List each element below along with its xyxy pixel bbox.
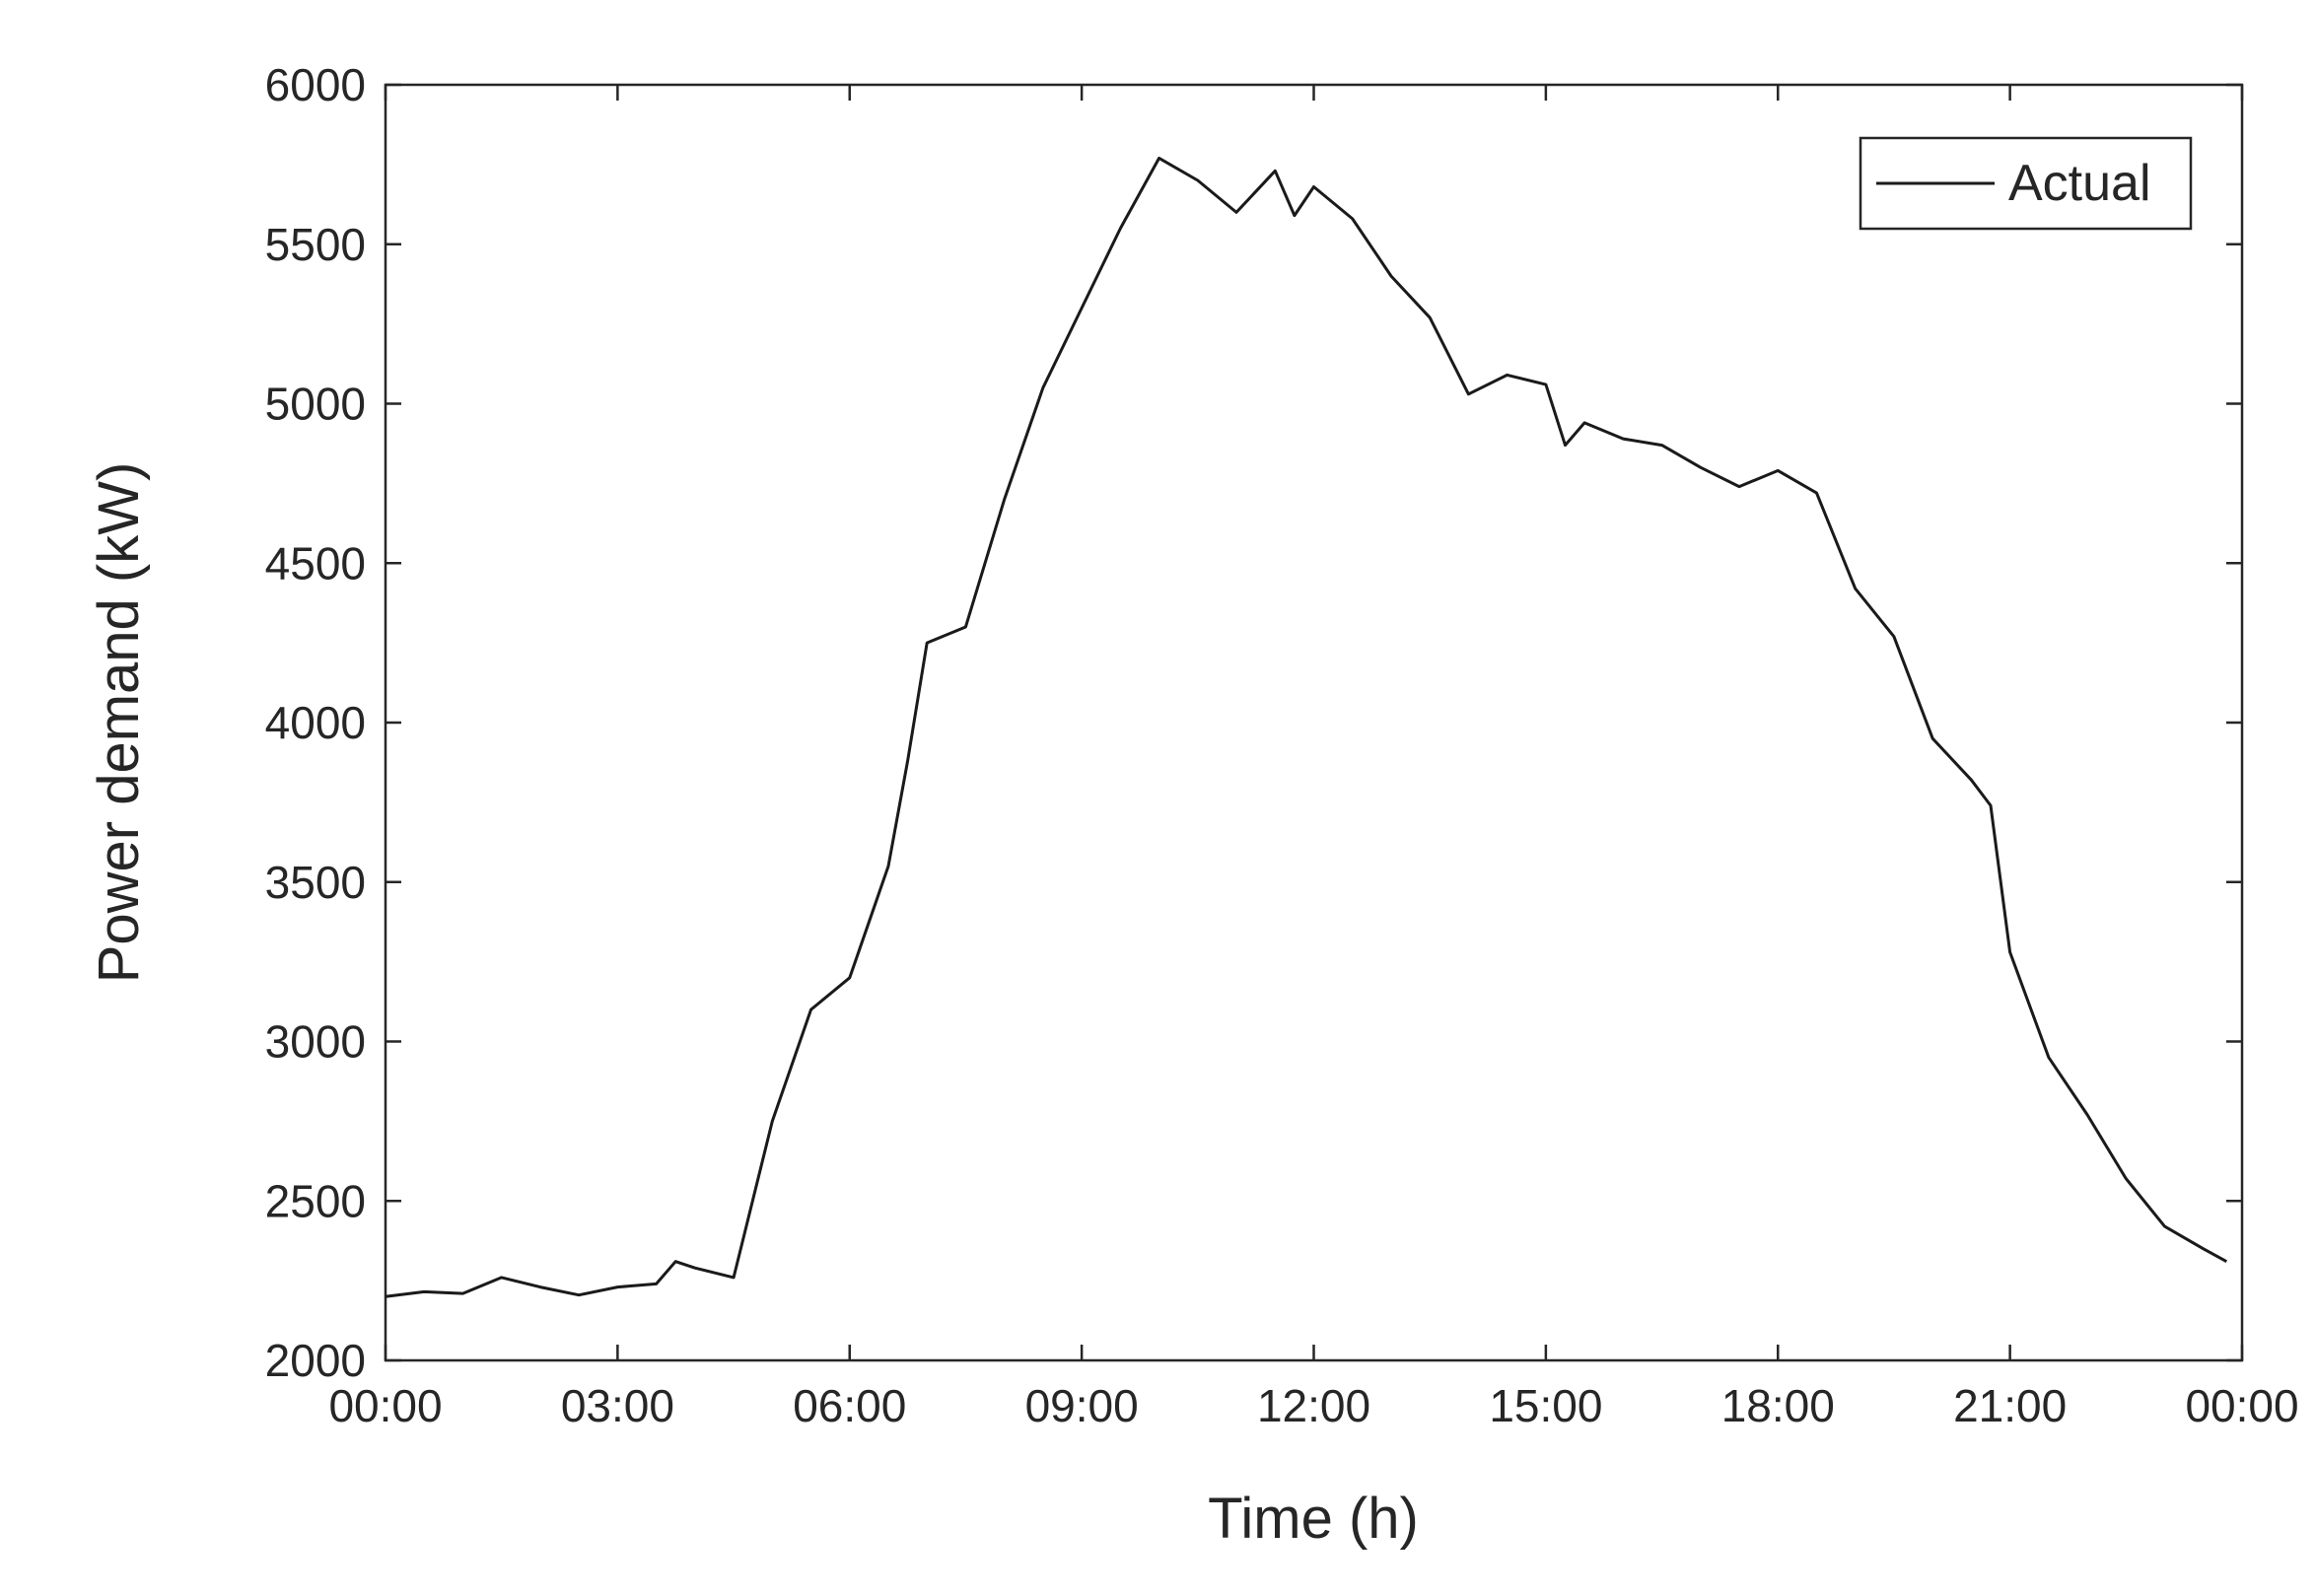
plot-frame xyxy=(384,83,2244,1362)
y-tick-label: 5500 xyxy=(265,219,366,270)
x-tick-label: 18:00 xyxy=(1721,1380,1835,1431)
x-tick-label: 03:00 xyxy=(561,1380,674,1431)
y-tick-label: 3500 xyxy=(265,857,366,908)
x-tick-label: 06:00 xyxy=(793,1380,906,1431)
x-tick-label: 00:00 xyxy=(2185,1380,2298,1431)
y-tick-label: 5000 xyxy=(265,379,366,430)
y-tick-label: 4000 xyxy=(265,697,366,748)
y-tick-label: 3000 xyxy=(265,1016,366,1068)
x-tick-label: 21:00 xyxy=(1953,1380,2067,1431)
y-tick-label: 6000 xyxy=(265,59,366,110)
y-axis-label: Power demand (kW) xyxy=(87,462,151,984)
y-tick-label: 2000 xyxy=(265,1335,366,1386)
x-tick-label: 09:00 xyxy=(1025,1380,1139,1431)
x-tick-label: 00:00 xyxy=(328,1380,442,1431)
data-line xyxy=(385,156,2228,1298)
legend-label: Actual xyxy=(2008,155,2151,212)
x-axis-label: Time (h) xyxy=(1208,1487,1419,1551)
y-tick-label: 2500 xyxy=(265,1175,366,1226)
y-tick-label: 4500 xyxy=(265,537,366,589)
x-tick-label: 12:00 xyxy=(1257,1380,1370,1431)
x-tick-label: 15:00 xyxy=(1489,1380,1602,1431)
